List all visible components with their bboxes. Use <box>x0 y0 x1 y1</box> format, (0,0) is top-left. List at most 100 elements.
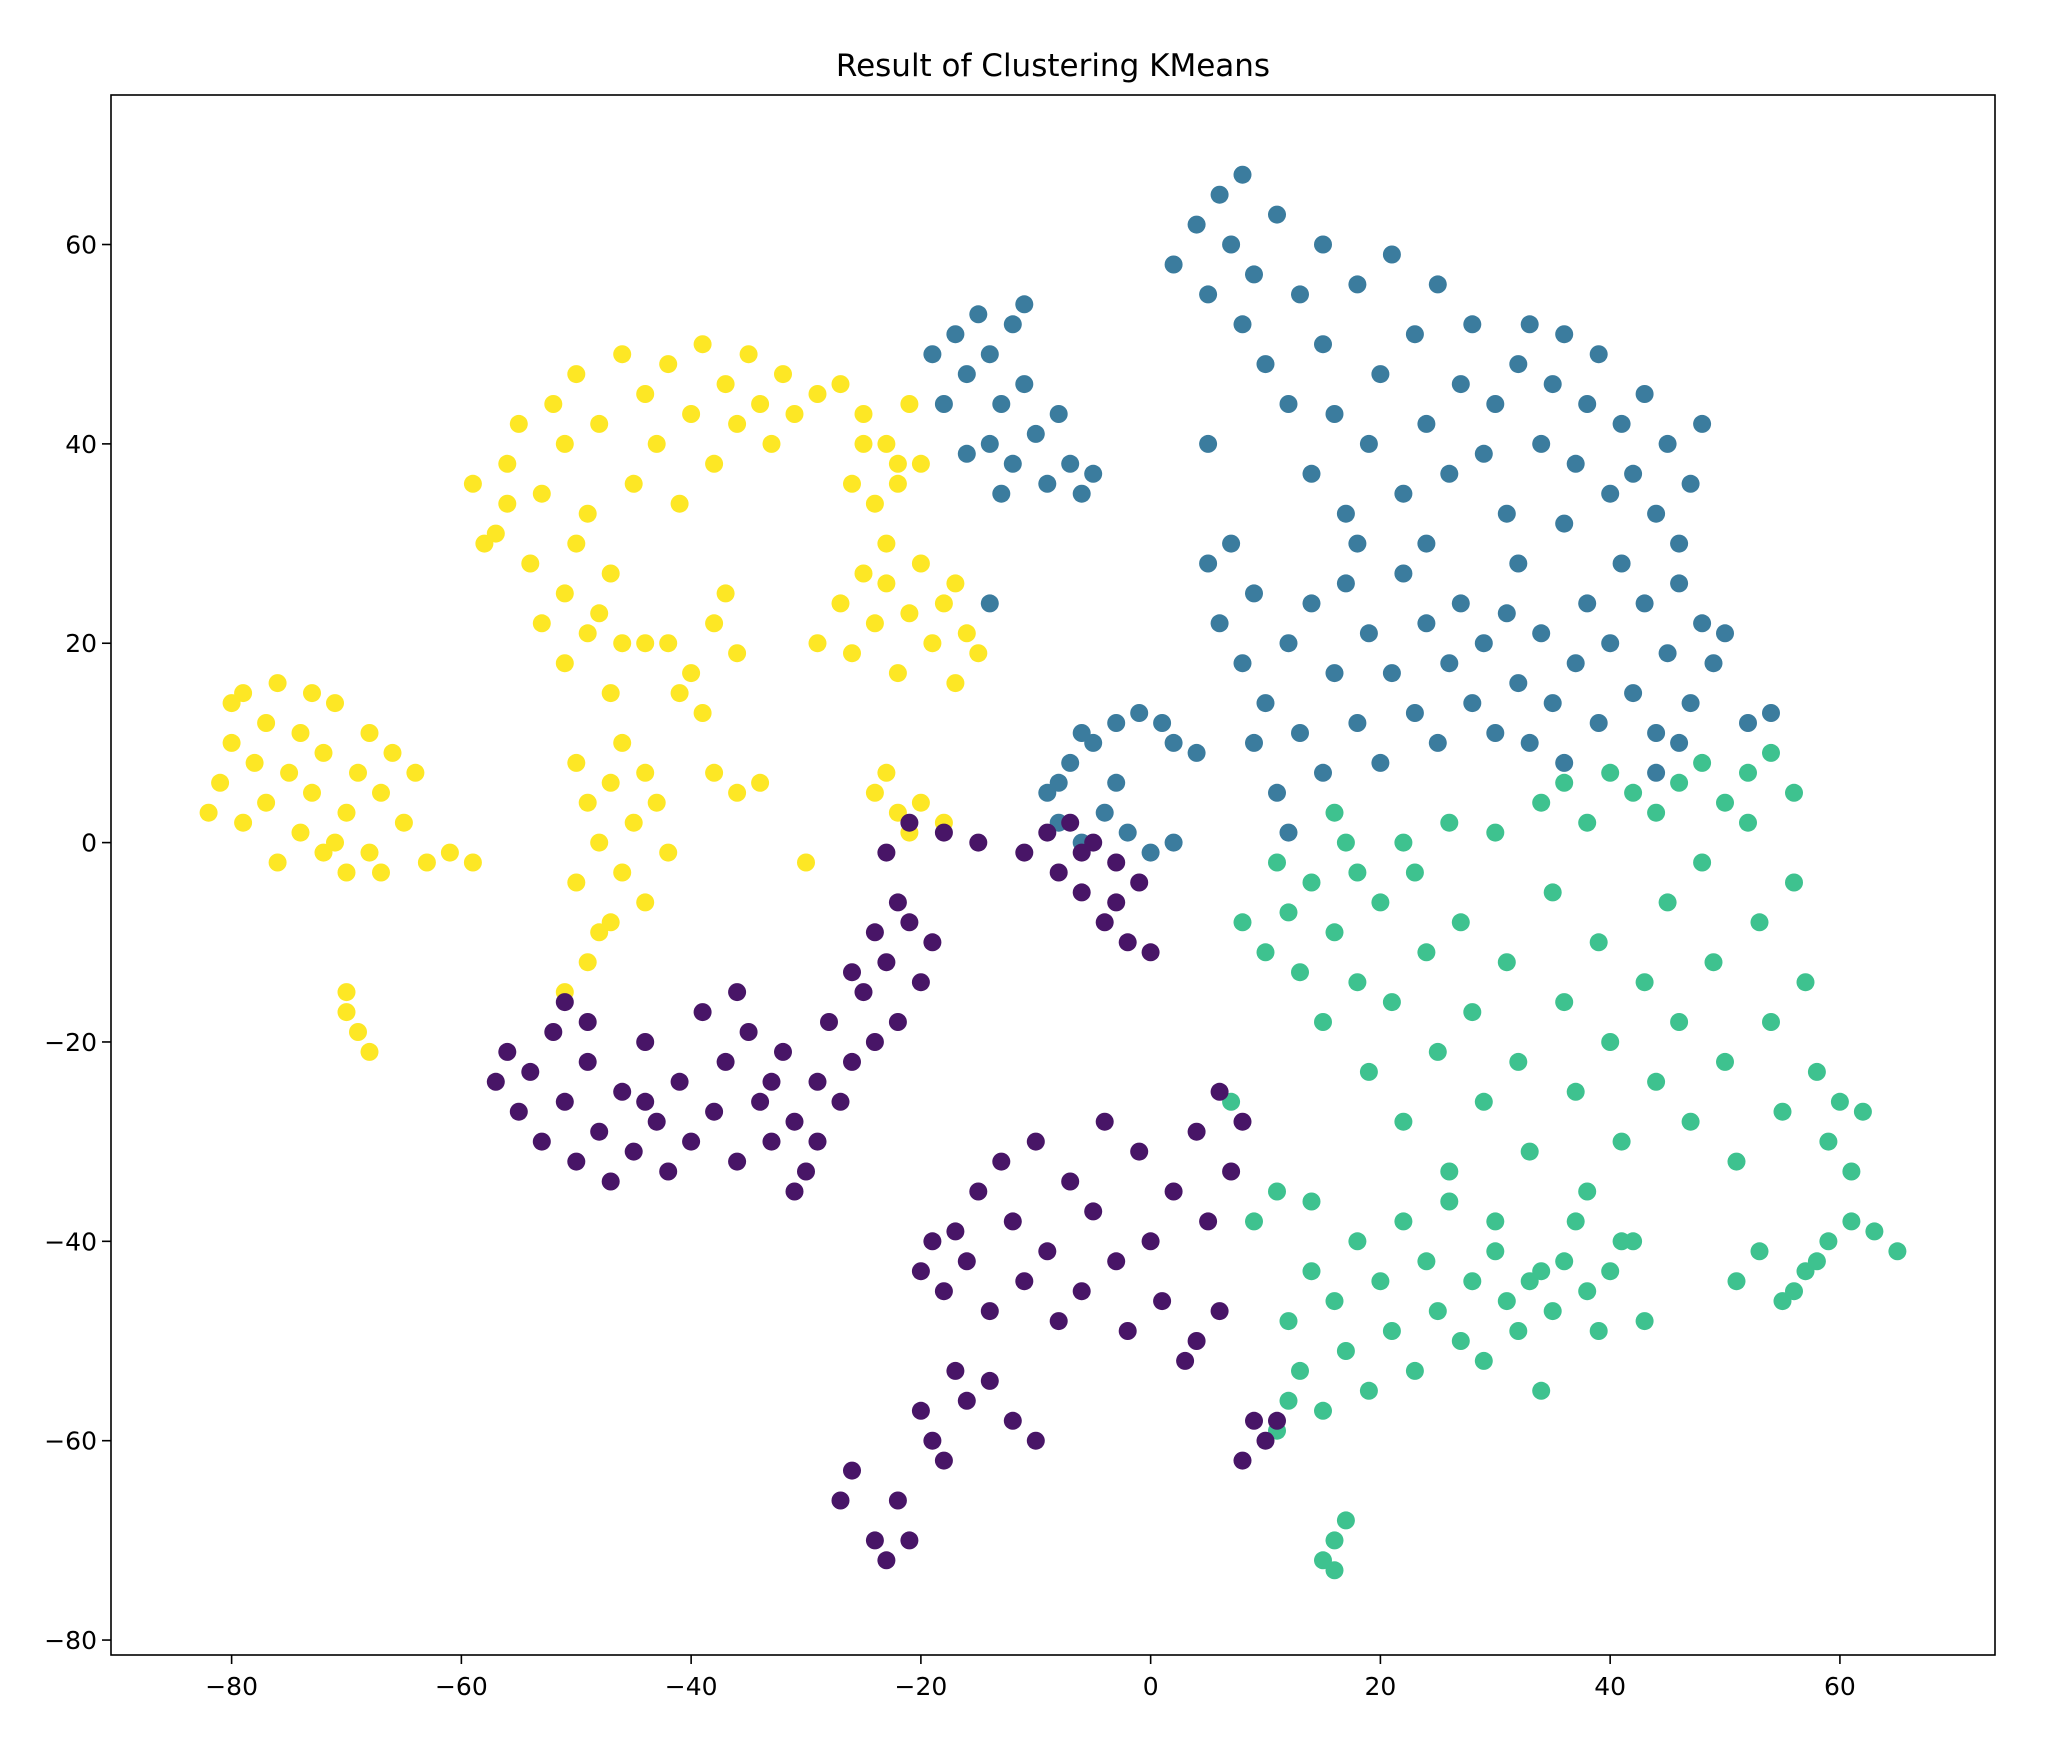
scatter-point <box>1727 1152 1746 1171</box>
scatter-point <box>969 305 988 324</box>
scatter-point <box>1681 694 1700 713</box>
scatter-point <box>1543 883 1562 902</box>
scatter-point <box>1107 714 1126 732</box>
scatter-point <box>900 813 919 832</box>
scatter-point <box>1348 534 1367 553</box>
scatter-point <box>1716 1052 1734 1071</box>
scatter-point <box>1291 963 1309 982</box>
scatter-point <box>1704 953 1723 972</box>
scatter-point <box>1532 434 1551 453</box>
scatter-point <box>797 853 815 872</box>
scatter-point <box>1118 1322 1137 1340</box>
scatter-point <box>1635 973 1654 992</box>
x-tick-label: −60 <box>435 1672 488 1701</box>
scatter-point <box>1049 773 1068 792</box>
scatter-point <box>934 1451 953 1470</box>
scatter-point <box>360 1042 379 1061</box>
scatter-point <box>843 1461 861 1480</box>
scatter-point <box>1015 843 1034 862</box>
scatter-point <box>406 763 425 782</box>
scatter-point <box>1750 913 1769 932</box>
scatter-point <box>1647 724 1666 742</box>
scatter-point <box>1612 414 1631 433</box>
scatter-point <box>601 564 620 583</box>
scatter-point <box>1118 933 1137 952</box>
scatter-point <box>705 1102 724 1121</box>
scatter-point <box>1785 873 1803 892</box>
scatter-point <box>865 783 884 802</box>
scatter-point <box>1486 823 1505 842</box>
scatter-point <box>1314 1401 1332 1420</box>
scatter-point <box>1302 594 1321 613</box>
scatter-point <box>1405 325 1424 344</box>
scatter-point <box>1405 1361 1424 1380</box>
y-axis: −80 −60 −40 −20 0 20 40 60 <box>44 231 111 1655</box>
scatter-point <box>1314 1551 1332 1570</box>
scatter-point <box>1279 903 1298 922</box>
scatter-point <box>705 454 724 473</box>
scatter-point <box>417 853 436 872</box>
y-tick-label: 20 <box>65 629 97 658</box>
scatter-point <box>1371 893 1390 912</box>
scatter-point <box>1382 993 1401 1012</box>
scatter-point <box>1359 434 1378 453</box>
scatter-point <box>303 783 321 802</box>
scatter-point <box>555 993 574 1012</box>
scatter-point <box>360 843 379 862</box>
scatter-point <box>1727 1272 1746 1291</box>
scatter-point <box>1670 1013 1689 1031</box>
scatter-point <box>728 1152 747 1171</box>
scatter-point <box>1348 1232 1367 1251</box>
y-tick-label: −40 <box>44 1227 97 1256</box>
scatter-point <box>1348 714 1367 732</box>
scatter-point <box>1440 654 1459 673</box>
scatter-point <box>578 624 597 643</box>
scatter-point <box>326 833 344 852</box>
scatter-point <box>808 1072 827 1091</box>
scatter-point <box>1578 1182 1597 1201</box>
scatter-point <box>670 494 689 513</box>
scatter-point <box>739 345 758 364</box>
scatter-point <box>1589 714 1608 732</box>
scatter-point <box>888 1491 907 1510</box>
scatter-point <box>1279 395 1298 413</box>
scatter-point <box>888 454 907 473</box>
scatter-point <box>1762 1013 1780 1031</box>
scatter-point <box>900 604 919 623</box>
scatter-point <box>349 1023 367 1041</box>
scatter-point <box>268 674 287 693</box>
scatter-point <box>1336 574 1355 593</box>
scatter-point <box>1555 993 1574 1012</box>
scatter-point <box>1716 793 1734 812</box>
scatter-point <box>1589 933 1608 952</box>
scatter-point <box>613 733 632 752</box>
scatter-point <box>1601 763 1620 782</box>
scatter-point <box>1107 893 1126 912</box>
scatter-point <box>1417 534 1436 553</box>
scatter-point <box>1314 335 1332 354</box>
scatter-point <box>946 574 965 593</box>
scatter-point <box>624 474 643 493</box>
scatter-point <box>1164 733 1183 752</box>
scatter-point <box>1405 704 1424 722</box>
scatter-point <box>613 345 632 364</box>
scatter-point <box>1302 873 1321 892</box>
scatter-point <box>624 813 643 832</box>
scatter-point <box>1693 853 1712 872</box>
scatter-point <box>1233 913 1252 932</box>
scatter-point <box>1647 1072 1666 1091</box>
scatter-point <box>705 763 724 782</box>
scatter-point <box>969 644 988 663</box>
scatter-point <box>1750 1242 1769 1261</box>
scatter-point <box>1474 444 1493 463</box>
scatter-point <box>923 1232 942 1251</box>
scatter-point <box>1566 654 1585 673</box>
scatter-point <box>1325 923 1344 942</box>
scatter-point <box>1440 813 1459 832</box>
scatter-point <box>1509 355 1528 374</box>
scatter-point <box>1153 714 1172 732</box>
scatter-point <box>1325 405 1344 423</box>
scatter-point <box>728 783 747 802</box>
scatter-point <box>555 1092 574 1111</box>
